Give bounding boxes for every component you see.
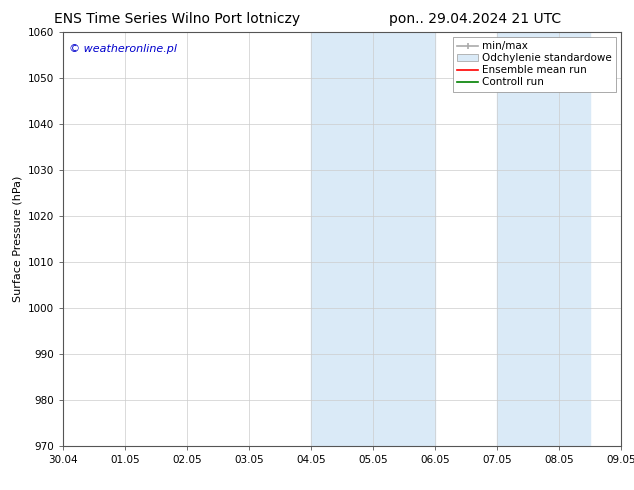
Text: ENS Time Series Wilno Port lotniczy: ENS Time Series Wilno Port lotniczy [55,12,301,26]
Text: pon.. 29.04.2024 21 UTC: pon.. 29.04.2024 21 UTC [389,12,562,26]
Bar [497,32,590,446]
Bar [311,32,436,446]
Y-axis label: Surface Pressure (hPa): Surface Pressure (hPa) [13,176,23,302]
Legend: min/max, Odchylenie standardowe, Ensemble mean run, Controll run: min/max, Odchylenie standardowe, Ensembl… [453,37,616,92]
Text: © weatheronline.pl: © weatheronline.pl [69,44,177,54]
